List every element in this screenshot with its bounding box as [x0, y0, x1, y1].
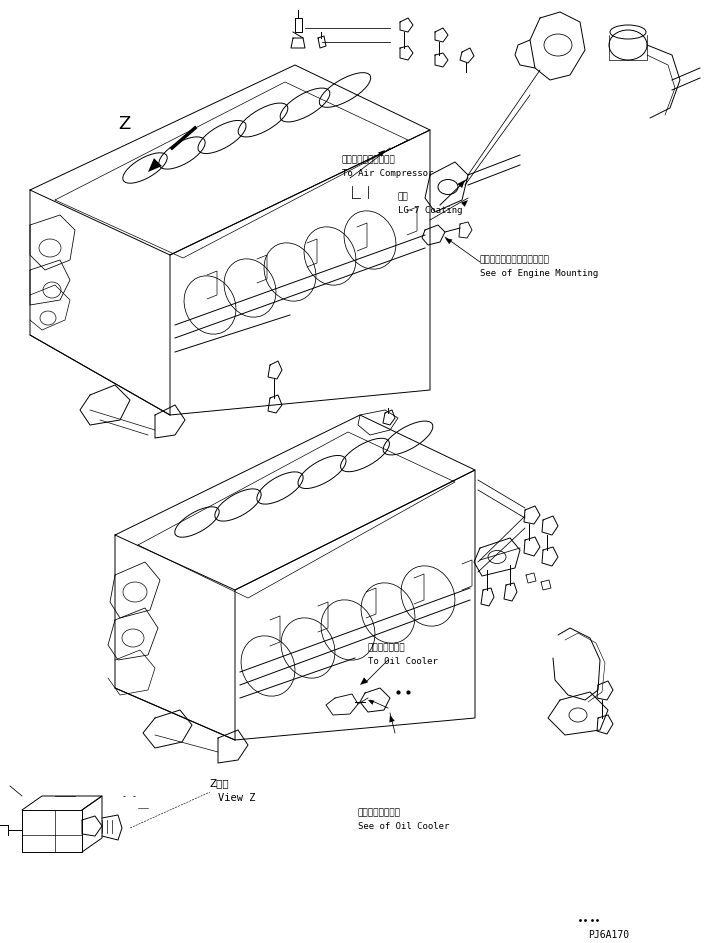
Polygon shape [461, 200, 468, 207]
Polygon shape [378, 150, 385, 157]
Text: LG-7 Coating: LG-7 Coating [398, 206, 463, 215]
Text: 塗布: 塗布 [398, 192, 409, 201]
Text: View Z: View Z [218, 793, 255, 803]
Text: Z　視: Z 視 [210, 778, 230, 788]
Text: See of Engine Mounting: See of Engine Mounting [480, 269, 598, 278]
Text: オイルクーラへ: オイルクーラへ [368, 643, 406, 652]
Text: To Oil Cooler: To Oil Cooler [368, 657, 438, 666]
Polygon shape [360, 677, 368, 685]
Text: エアーコンプレッサへ: エアーコンプレッサへ [342, 155, 396, 164]
Text: See of Oil Cooler: See of Oil Cooler [358, 822, 449, 831]
Polygon shape [148, 158, 162, 172]
Text: Z: Z [118, 115, 130, 133]
Polygon shape [445, 238, 452, 244]
Polygon shape [368, 700, 374, 704]
Polygon shape [457, 180, 465, 188]
Polygon shape [389, 715, 395, 722]
Text: PJ6A170: PJ6A170 [588, 930, 629, 940]
Text: To Air Compressor: To Air Compressor [342, 169, 434, 178]
Text: オイルクーラ参照: オイルクーラ参照 [358, 808, 401, 817]
Text: エンジンマウンティング参照: エンジンマウンティング参照 [480, 255, 550, 264]
Text: - -: - - [122, 792, 137, 801]
